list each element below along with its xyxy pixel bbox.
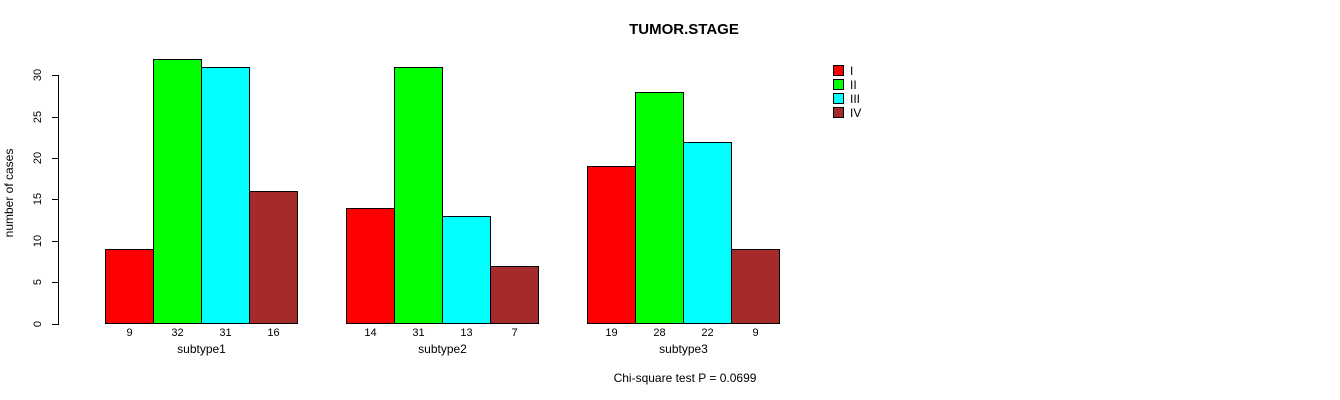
legend-row-IV: IV [833, 105, 862, 120]
bar-subtype1-I [105, 249, 154, 325]
bar-value-label: 31 [219, 327, 232, 339]
bar-value-label: 31 [412, 327, 425, 339]
bar-value-label: 9 [752, 327, 759, 339]
category-label-subtype3: subtype3 [659, 342, 708, 356]
y-tick-label: 20 [32, 152, 44, 165]
bar-subtype2-III [442, 216, 491, 325]
bar-value-label: 28 [653, 327, 666, 339]
y-tick-mark [52, 199, 59, 201]
bar-subtype3-I [587, 166, 636, 325]
bar-value-label: 14 [364, 327, 377, 339]
legend-label: IV [850, 105, 862, 120]
legend-label: II [850, 77, 857, 92]
y-tick-label: 30 [32, 69, 44, 82]
bar-subtype2-II [394, 67, 443, 325]
legend-swatch-II [833, 79, 844, 90]
y-tick-mark [52, 240, 59, 242]
y-tick-label: 10 [32, 234, 44, 247]
y-tick-mark [52, 323, 59, 325]
bar-value-label: 9 [126, 327, 133, 339]
legend-swatch-I [833, 65, 844, 76]
y-axis-label: number of cases [2, 148, 16, 238]
bar-subtype2-I [346, 207, 395, 325]
bar-subtype2-IV [490, 265, 539, 325]
category-label-subtype1: subtype1 [177, 342, 226, 356]
legend-label: I [850, 63, 854, 78]
legend-label: III [850, 91, 861, 106]
legend-row-II: II [833, 77, 861, 92]
bar-value-label: 16 [267, 327, 280, 339]
y-tick-label: 15 [32, 193, 44, 206]
legend: I II III IV [833, 65, 861, 121]
y-tick-mark [52, 282, 59, 284]
legend-swatch-IV [833, 107, 844, 118]
bar-value-label: 19 [605, 327, 618, 339]
bar-value-label: 32 [171, 327, 184, 339]
y-tick-label: 5 [32, 279, 44, 286]
bar-subtype3-III [683, 141, 732, 325]
bar-subtype1-IV [249, 191, 298, 325]
y-tick-mark [52, 158, 59, 160]
chart-title: TUMOR.STAGE [629, 21, 739, 38]
bar-subtype1-II [153, 58, 202, 325]
y-tick-label: 0 [32, 320, 44, 327]
bar-value-label: 13 [460, 327, 473, 339]
legend-row-I: I [833, 63, 861, 78]
y-tick-label: 25 [32, 110, 44, 123]
bar-subtype3-II [635, 92, 684, 325]
legend-row-III: III [833, 91, 861, 106]
bar-subtype3-IV [731, 249, 780, 325]
bar-subtype1-III [201, 67, 250, 325]
chi-square-footnote: Chi-square test P = 0.0699 [613, 371, 757, 385]
category-label-subtype2: subtype2 [418, 342, 467, 356]
legend-swatch-III [833, 93, 844, 104]
bar-value-label: 7 [511, 327, 518, 339]
y-tick-mark [52, 75, 59, 77]
bar-value-label: 22 [701, 327, 714, 339]
y-tick-mark [52, 116, 59, 118]
